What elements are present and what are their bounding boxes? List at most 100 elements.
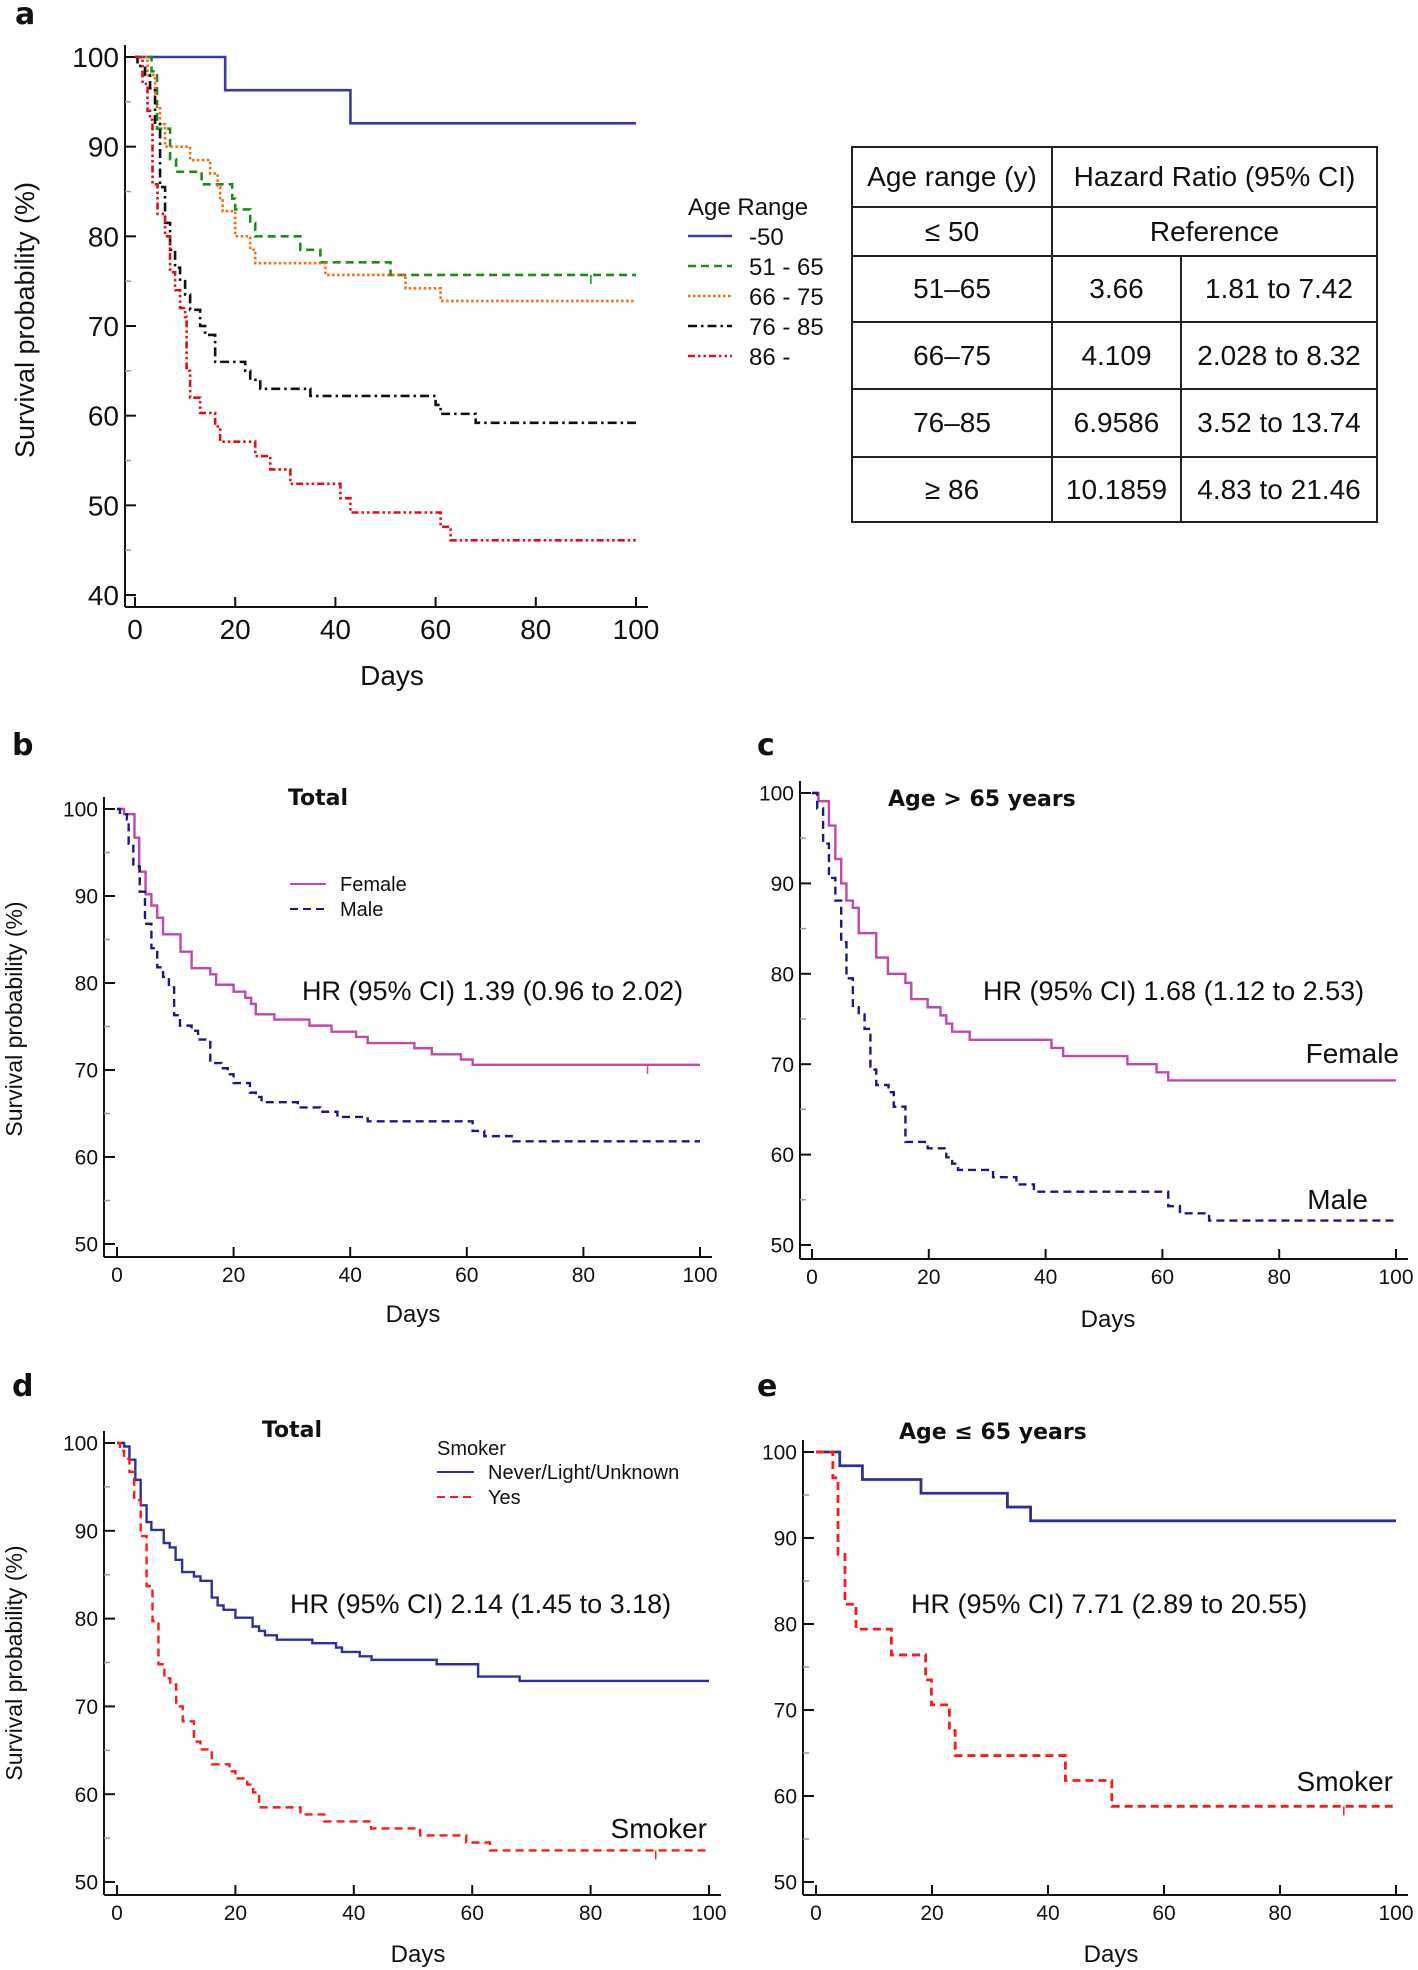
table-cell: 3.66	[1051, 255, 1182, 323]
table-cell: 51–65	[851, 255, 1053, 323]
x-tick-label: 40	[320, 614, 351, 645]
x-tick-label: 80	[1268, 1266, 1291, 1289]
legend-label: 86 -	[749, 344, 790, 371]
x-tick-label: 20	[920, 1902, 943, 1925]
x-tick-label: 0	[806, 1266, 818, 1289]
table-cell: 66–75	[851, 321, 1053, 390]
hazard-ratio-annotation: HR (95% CI) 7.71 (2.89 to 20.55)	[911, 1589, 1307, 1619]
survival-curve-female	[117, 807, 700, 1066]
y-tick-label: 60	[771, 1144, 794, 1167]
y-tick-label: 60	[774, 1786, 797, 1809]
y-axis-label: Survival probability (%)	[10, 182, 40, 458]
chart-title: Total	[262, 1418, 322, 1443]
y-tick-label: 100	[63, 799, 98, 822]
curve-label: Smoker	[611, 1813, 707, 1844]
y-tick-label: 70	[771, 1054, 794, 1077]
legend-label: Yes	[488, 1487, 521, 1509]
table-row: ≥ 86 10.1859 4.83 to 21.46	[851, 456, 1378, 523]
survival-curve-76-85	[135, 55, 636, 425]
x-tick-label: 60	[1151, 1266, 1174, 1289]
table-cell: ≥ 86	[851, 456, 1053, 523]
x-tick-label: 0	[111, 1264, 123, 1287]
x-tick-label: 80	[572, 1264, 595, 1287]
panel-label: d	[12, 1369, 33, 1404]
panel-label: b	[12, 728, 33, 763]
x-tick-label: 60	[420, 614, 451, 645]
x-tick-label: 80	[579, 1902, 602, 1925]
table-cell: 76–85	[851, 388, 1053, 458]
y-tick-label: 80	[75, 973, 98, 996]
y-tick-label: 50	[75, 1234, 98, 1257]
survival-curve-66-75	[135, 55, 636, 303]
x-tick-label: 20	[224, 1902, 247, 1925]
legend-label: Male	[340, 899, 383, 921]
table-cell: 2.028 to 8.32	[1180, 321, 1378, 390]
y-tick-label: 90	[774, 1528, 797, 1551]
x-tick-label: 40	[342, 1902, 365, 1925]
survival-curve-male	[117, 807, 700, 1143]
y-tick-label: 60	[75, 1147, 98, 1170]
x-tick-label: 100	[613, 614, 660, 645]
panel-label: c	[757, 728, 775, 763]
table-row: 51–65 3.66 1.81 to 7.42	[851, 255, 1378, 323]
y-tick-label: 100	[72, 42, 119, 73]
chart-title: Age > 65 years	[888, 787, 1076, 812]
curve-label: Male	[1307, 1184, 1368, 1215]
x-tick-label: 0	[127, 614, 143, 645]
y-tick-label: 40	[88, 580, 119, 611]
y-tick-label: 50	[75, 1872, 98, 1895]
x-tick-label: 100	[682, 1264, 717, 1287]
y-tick-label: 80	[774, 1614, 797, 1637]
x-tick-label: 20	[222, 1264, 245, 1287]
table-cell: 4.83 to 21.46	[1180, 456, 1378, 523]
x-tick-label: 100	[1378, 1266, 1413, 1289]
hazard-ratio-annotation: HR (95% CI) 2.14 (1.45 to 3.18)	[290, 1589, 671, 1619]
y-axis-label: Survival probability (%)	[1, 1545, 27, 1780]
table-cell: ≤ 50	[851, 206, 1053, 257]
x-tick-label: 80	[1268, 1902, 1291, 1925]
survival-curve-50	[135, 55, 636, 125]
curve-label: Smoker	[1297, 1766, 1393, 1797]
panel-label: e	[757, 1369, 777, 1404]
survival-curve-series-1	[816, 1450, 1396, 1808]
legend-label: 66 - 75	[749, 284, 824, 311]
legend-label: Female	[340, 874, 407, 896]
y-tick-label: 50	[771, 1235, 794, 1258]
y-axis-label: Survival probability (%)	[1, 901, 27, 1136]
table-cell: 6.9586	[1051, 388, 1182, 458]
legend-title: Age Range	[688, 194, 808, 221]
x-tick-label: 80	[520, 614, 551, 645]
x-axis-label: Days	[1084, 1941, 1139, 1968]
table-cell: 4.109	[1051, 321, 1182, 390]
hazard-ratio-annotation: HR (95% CI) 1.68 (1.12 to 2.53)	[983, 976, 1364, 1006]
x-tick-label: 100	[691, 1902, 726, 1925]
survival-curve-female	[812, 791, 1396, 1082]
y-tick-label: 100	[63, 1433, 98, 1456]
y-tick-label: 80	[771, 963, 794, 986]
legend-title: Smoker	[437, 1438, 506, 1460]
table-cell: 1.81 to 7.42	[1180, 255, 1378, 323]
table-cell: 10.1859	[1051, 456, 1182, 523]
y-tick-label: 60	[88, 401, 119, 432]
x-tick-label: 40	[1034, 1266, 1057, 1289]
y-tick-label: 50	[774, 1872, 797, 1895]
x-tick-label: 0	[111, 1902, 123, 1925]
y-tick-label: 70	[75, 1060, 98, 1083]
x-tick-label: 60	[461, 1902, 484, 1925]
y-tick-label: 70	[75, 1696, 98, 1719]
x-tick-label: 20	[220, 614, 251, 645]
legend-label: 76 - 85	[749, 314, 824, 341]
y-tick-label: 90	[75, 1520, 98, 1543]
table-header-cell: Hazard Ratio (95% CI)	[1051, 146, 1378, 208]
y-tick-label: 70	[774, 1700, 797, 1723]
curve-label: Female	[1306, 1038, 1399, 1069]
y-tick-label: 50	[88, 490, 119, 521]
hazard-ratio-table: Age range (y) Hazard Ratio (95% CI) ≤ 50…	[851, 146, 1378, 523]
table-cell: 3.52 to 13.74	[1180, 388, 1378, 458]
x-tick-label: 40	[339, 1264, 362, 1287]
y-tick-label: 100	[762, 1442, 797, 1465]
y-tick-label: 60	[75, 1784, 98, 1807]
survival-curve-series-0	[816, 1450, 1396, 1523]
table-row: ≤ 50 Reference	[851, 206, 1378, 257]
